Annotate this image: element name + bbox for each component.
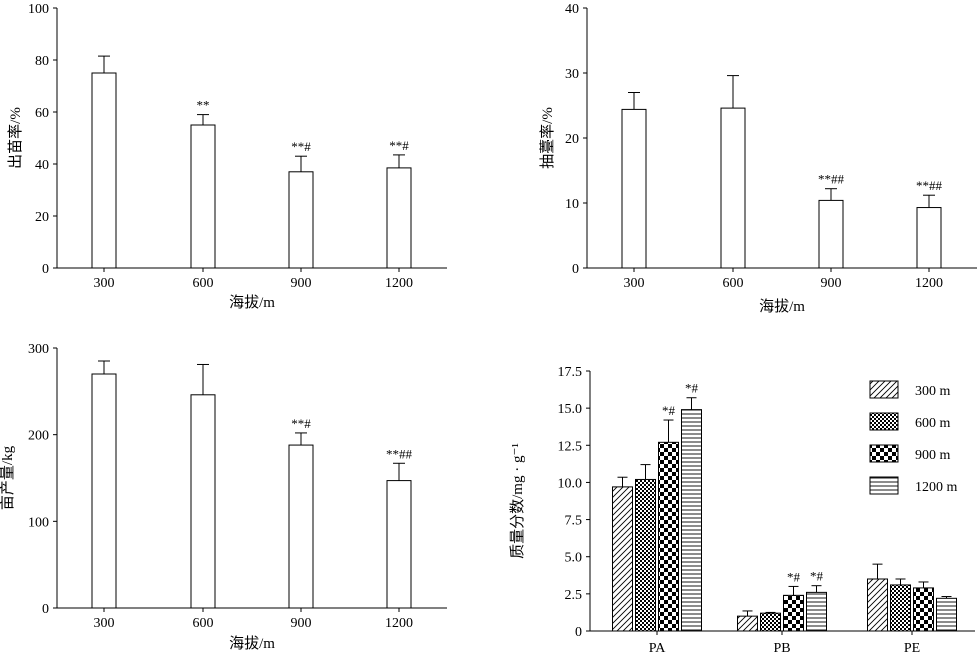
chart-panel-4: 0 2.5 5.0 7.5 10.0 12.5 15.0 17.5 *# *# PA *# *# PB PE… xyxy=(509,365,975,656)
y-tick-label: 40 xyxy=(35,158,49,173)
y-tick-label: 10.0 xyxy=(558,476,583,491)
y-tick-label: 60 xyxy=(35,106,49,121)
x-tick-label: 300 xyxy=(94,616,115,631)
bar xyxy=(681,409,702,632)
y-tick-label: 2.5 xyxy=(565,588,583,603)
bar xyxy=(720,107,746,269)
bar xyxy=(386,167,412,269)
y-tick-label: 80 xyxy=(35,54,49,69)
y-tick-label: 100 xyxy=(28,2,49,17)
x-tick-label: 900 xyxy=(291,616,312,631)
y-tick-label: 0 xyxy=(42,262,49,277)
x-axis-title: 海拔/m xyxy=(229,294,275,311)
chart-panel-2: 0 10 20 30 40 300 600 **## 900 **## 1200 海拔/m 抽薹率/% xyxy=(539,2,977,315)
y-tick-label: 300 xyxy=(28,342,49,357)
y-tick-label: 20 xyxy=(565,132,579,147)
bar xyxy=(818,199,844,269)
significance-label: **# xyxy=(291,139,311,154)
significance-label: **# xyxy=(389,138,409,153)
x-axis-title: 海拔/m xyxy=(229,635,275,652)
y-tick-label: 20 xyxy=(35,210,49,225)
bar xyxy=(612,486,633,632)
x-tick-label: 1200 xyxy=(385,616,413,631)
bar xyxy=(635,478,656,632)
bar xyxy=(658,441,679,632)
bar xyxy=(913,587,934,632)
legend-label: 300 m xyxy=(915,384,951,399)
y-tick-label: 10 xyxy=(565,197,579,212)
chart-panel-1: 0 20 40 60 80 100 300 ** 600 **# 900 **# 1200 海拔/m 出苗率… xyxy=(7,2,447,311)
y-tick-label: 0 xyxy=(575,625,582,640)
x-tick-label: PE xyxy=(904,641,920,656)
y-tick-label: 30 xyxy=(565,67,579,82)
bar xyxy=(783,594,804,632)
y-tick-label: 15.0 xyxy=(558,402,583,417)
y-tick-label: 12.5 xyxy=(558,439,583,454)
y-tick-label: 200 xyxy=(28,429,49,444)
legend-label: 600 m xyxy=(915,416,951,431)
legend-swatch xyxy=(869,412,899,431)
bar xyxy=(890,584,911,632)
y-tick-label: 0 xyxy=(42,602,49,617)
x-tick-label: 600 xyxy=(723,276,744,291)
y-axis-title: 出苗率/% xyxy=(7,107,24,169)
x-tick-label: 1200 xyxy=(915,276,943,291)
y-axis-title: 亩产量/kg xyxy=(0,445,16,510)
x-tick-label: 300 xyxy=(624,276,645,291)
bar xyxy=(91,373,117,609)
bar xyxy=(190,394,216,609)
bar xyxy=(760,612,781,632)
significance-label: **## xyxy=(818,172,845,187)
x-tick-label: 900 xyxy=(291,276,312,291)
bar xyxy=(737,615,758,632)
x-tick-label: 600 xyxy=(193,616,214,631)
x-tick-label: PB xyxy=(773,641,790,656)
y-tick-label: 5.0 xyxy=(565,551,583,566)
legend-swatch xyxy=(869,444,899,463)
significance-label: *# xyxy=(685,381,699,396)
y-tick-label: 17.5 xyxy=(558,365,583,380)
chart-panel-3: 0 100 200 300 300 600 **# 900 **## 1200 海拔/m 亩产量/kg xyxy=(0,342,447,652)
significance-label: **# xyxy=(291,416,311,431)
legend: 300 m 600 m 900 m 1200 m xyxy=(869,380,958,495)
bar xyxy=(806,591,827,632)
x-tick-label: PA xyxy=(649,641,667,656)
significance-label: *# xyxy=(662,403,676,418)
x-tick-label: 600 xyxy=(193,276,214,291)
significance-label: **## xyxy=(386,446,413,461)
bar xyxy=(91,72,117,269)
significance-label: ** xyxy=(197,98,210,113)
y-tick-label: 0 xyxy=(572,262,579,277)
legend-label: 1200 m xyxy=(915,480,958,495)
significance-label: **## xyxy=(916,178,943,193)
y-tick-label: 100 xyxy=(28,515,49,530)
bar xyxy=(936,597,957,632)
y-tick-label: 40 xyxy=(565,2,579,17)
x-axis-title: 海拔/m xyxy=(759,298,805,315)
x-tick-label: 1200 xyxy=(385,276,413,291)
legend-swatch xyxy=(869,476,899,495)
bar xyxy=(386,480,412,609)
bar xyxy=(288,444,314,609)
bar xyxy=(190,124,216,269)
bar xyxy=(621,108,647,269)
significance-label: *# xyxy=(787,569,801,584)
legend-label: 900 m xyxy=(915,448,951,463)
y-tick-label: 7.5 xyxy=(565,514,583,529)
significance-label: *# xyxy=(810,569,824,584)
legend-swatch xyxy=(869,380,899,399)
y-axis-title: 抽薹率/% xyxy=(539,107,556,169)
bar xyxy=(916,207,942,269)
x-tick-label: 900 xyxy=(821,276,842,291)
x-tick-label: 300 xyxy=(94,276,115,291)
bar xyxy=(867,578,888,632)
y-axis-title: 质量分数/mg · g⁻¹ xyxy=(509,443,526,559)
bar xyxy=(288,171,314,269)
